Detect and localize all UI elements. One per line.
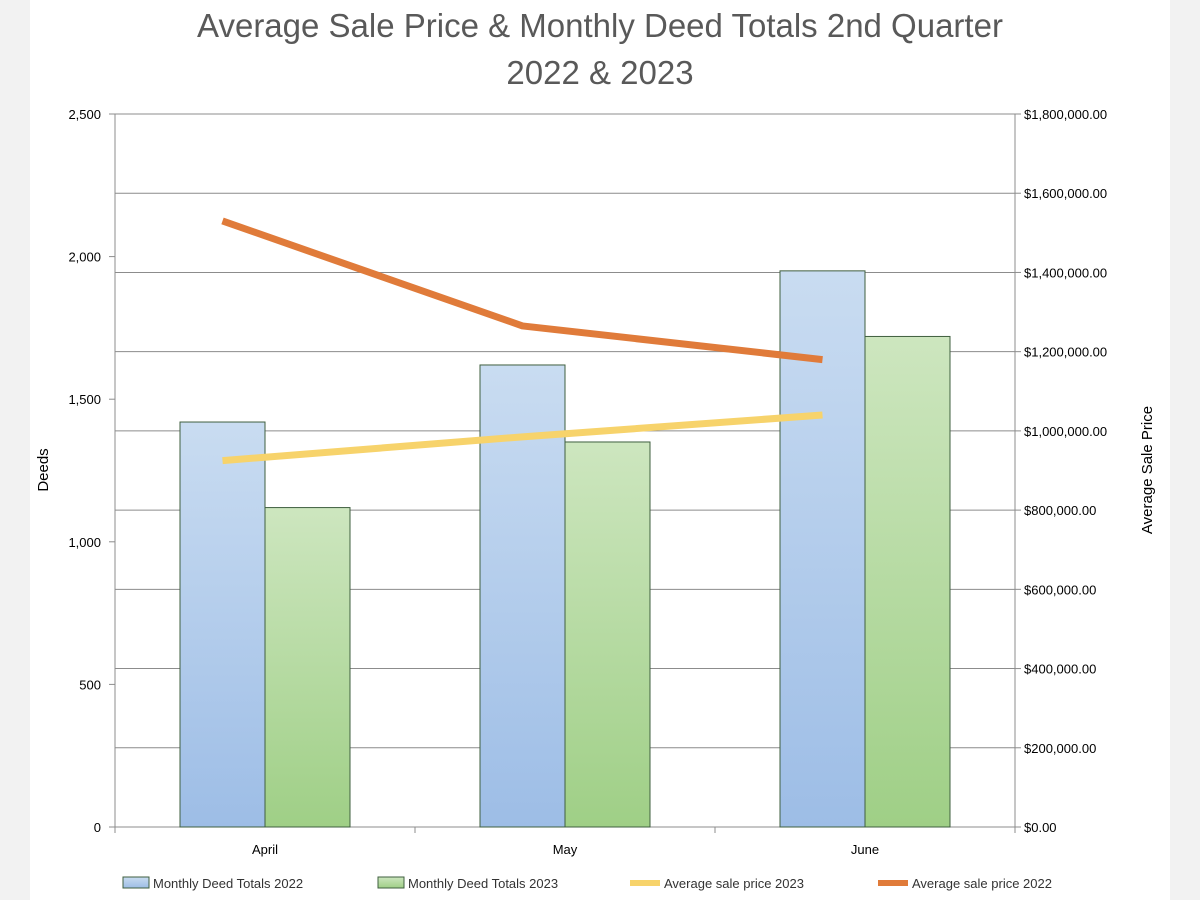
- line-average-sale-price-2022: [221, 217, 823, 364]
- bar-monthly-deed-totals-2023-april: [264, 507, 351, 828]
- axes: Deeds Average Sale Price 0 500 1,000 1,500 2…: [35, 107, 1156, 835]
- y2-tick-label: $1,600,000.00: [1024, 186, 1107, 201]
- x-tick-label-april: April: [252, 842, 278, 857]
- bars: [179, 270, 951, 828]
- chart-title-line1: Average Sale Price & Monthly Deed Totals…: [197, 7, 1003, 44]
- bar-monthly-deed-totals-2023-may: [564, 441, 651, 828]
- y2-tick-label: $1,400,000.00: [1024, 265, 1107, 280]
- legend-label: Monthly Deed Totals 2023: [408, 876, 558, 891]
- y2-tick-label: $1,800,000.00: [1024, 107, 1107, 122]
- legend: Monthly Deed Totals 2022 Monthly Deed Tot…: [122, 876, 1052, 891]
- legend-label: Monthly Deed Totals 2022: [153, 876, 303, 891]
- combo-chart: Deeds Average Sale Price 0 500 1,000 1,500 2…: [35, 107, 1156, 891]
- y2-tick-label: $800,000.00: [1024, 503, 1096, 518]
- legend-label: Average sale price 2023: [664, 876, 804, 891]
- y2-tick-label: $0.00: [1024, 820, 1057, 835]
- legend-item-3: Average sale price 2023: [630, 876, 804, 891]
- y-tick-label: 2,500: [68, 107, 101, 122]
- y2-tick-label: $1,000,000.00: [1024, 424, 1107, 439]
- y2-tick-label: $1,200,000.00: [1024, 345, 1107, 360]
- y2-tick-label: $400,000.00: [1024, 662, 1096, 677]
- bar-monthly-deed-totals-2023-june: [864, 335, 951, 828]
- legend-item-1: Monthly Deed Totals 2022: [122, 876, 303, 891]
- y2-tick-label: $200,000.00: [1024, 741, 1096, 756]
- lines: [221, 217, 823, 465]
- chart-page: Average Sale Price & Monthly Deed Totals…: [30, 0, 1170, 900]
- x-tick-label-may: May: [553, 842, 578, 857]
- x-tick-label-june: June: [851, 842, 879, 857]
- line-average-sale-price-2023: [222, 411, 823, 465]
- legend-item-2: Monthly Deed Totals 2023: [377, 876, 558, 891]
- y-axis-label: Deeds: [35, 448, 52, 491]
- y2-axis-label: Average Sale Price: [1139, 406, 1156, 534]
- legend-swatch: [377, 876, 405, 889]
- chart-title: Average Sale Price & Monthly Deed Totals…: [30, 2, 1170, 96]
- bar-monthly-deed-totals-2022-april: [179, 421, 266, 828]
- y-tick-label: 2,000: [68, 250, 101, 265]
- y-tick-label: 0: [94, 820, 101, 835]
- y-tick-label: 500: [79, 677, 101, 692]
- y-tick-label: 1,000: [68, 535, 101, 550]
- y-tick-label: 1,500: [68, 392, 101, 407]
- legend-swatch: [122, 876, 150, 889]
- y2-tick-label: $600,000.00: [1024, 582, 1096, 597]
- legend-item-4: Average sale price 2022: [878, 876, 1052, 891]
- chart-title-line2: 2022 & 2023: [506, 54, 694, 91]
- legend-label: Average sale price 2022: [912, 876, 1052, 891]
- x-tick-labels: April May June: [252, 842, 879, 857]
